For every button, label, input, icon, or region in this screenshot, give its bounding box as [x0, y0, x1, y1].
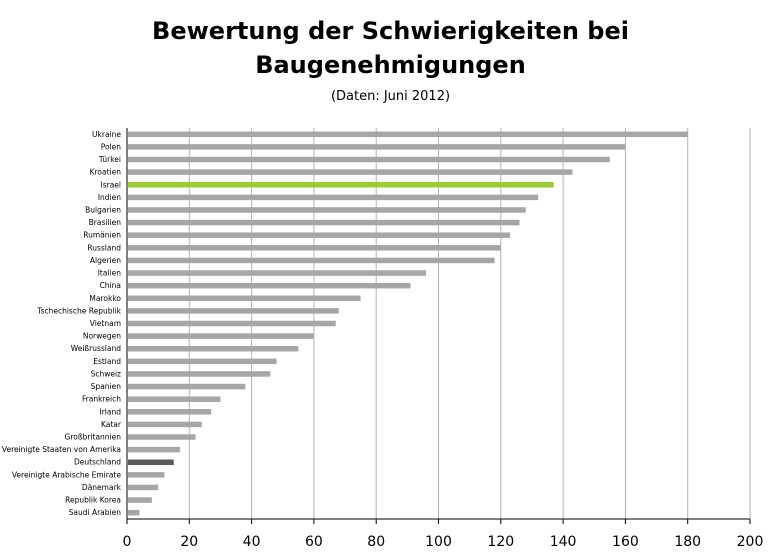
- bar: [128, 434, 196, 440]
- bar: [128, 421, 202, 428]
- bar: [128, 409, 212, 415]
- category-label: Vietnam: [90, 319, 121, 328]
- bar: [128, 169, 573, 175]
- category-label: Marokko: [89, 294, 121, 303]
- category-label: Irland: [100, 407, 122, 416]
- category-label: China: [100, 281, 121, 290]
- bar: [128, 383, 246, 390]
- bar: [128, 270, 427, 276]
- bar: [128, 345, 299, 352]
- bar: [128, 156, 610, 163]
- chart-subtitle: (Daten: Juni 2012): [330, 89, 451, 104]
- bar: [128, 219, 520, 226]
- bar: [128, 245, 501, 251]
- category-label: Dänemark: [82, 483, 122, 492]
- bar: [128, 371, 271, 377]
- chart-title-line-1: Bewertung der Schwierigkeiten bei: [152, 17, 629, 45]
- x-tick-label: 40: [243, 534, 261, 550]
- bar: [128, 257, 495, 264]
- x-tick-label: 200: [737, 534, 764, 550]
- category-label: Kroatien: [90, 168, 122, 177]
- category-label: Russland: [87, 243, 121, 252]
- category-label: Spanien: [91, 382, 122, 391]
- bar: [128, 333, 314, 339]
- bar: [128, 131, 688, 138]
- bar: [128, 207, 526, 213]
- bar: [128, 396, 221, 402]
- category-label: Rumänien: [83, 231, 121, 240]
- bar: [128, 320, 336, 327]
- bar: [128, 194, 539, 201]
- x-tick-label: 120: [487, 534, 514, 550]
- bar: [128, 497, 152, 503]
- bar: [128, 459, 174, 465]
- category-label: Ukraine: [92, 130, 121, 139]
- bar: [128, 295, 361, 302]
- bar: [128, 282, 411, 289]
- x-tick-label: 0: [123, 534, 132, 550]
- category-label: Vereinigte Staaten von Amerika: [2, 445, 121, 454]
- x-tick-label: 20: [180, 534, 198, 550]
- bar: [128, 509, 140, 516]
- bar: [128, 232, 511, 238]
- bar: [128, 144, 626, 150]
- bar: [128, 308, 339, 314]
- bar: [128, 182, 554, 188]
- category-label: Algerien: [90, 256, 121, 265]
- category-label: Türkei: [98, 155, 121, 164]
- bar: [128, 446, 180, 453]
- category-label: Saudi Arabien: [69, 508, 122, 517]
- category-label: Katar: [101, 420, 122, 429]
- bar: [128, 484, 159, 491]
- category-label: Bulgarien: [85, 205, 121, 214]
- category-label: Weißrussland: [71, 344, 121, 353]
- x-tick-label: 60: [305, 534, 323, 550]
- x-tick-label: 160: [612, 534, 639, 550]
- category-label: Brasilien: [89, 218, 122, 227]
- bar: [128, 472, 165, 478]
- category-label: Vereinigte Arabische Emirate: [12, 470, 122, 479]
- category-label: Indien: [98, 193, 121, 202]
- category-label: Israel: [101, 180, 122, 189]
- category-label: Estland: [93, 357, 121, 366]
- category-label: Republik Korea: [65, 496, 121, 505]
- x-tick-label: 100: [425, 534, 452, 550]
- category-label: Schweiz: [91, 369, 121, 378]
- category-label: Großbritannien: [65, 433, 122, 442]
- x-tick-label: 180: [674, 534, 701, 550]
- x-tick-label: 140: [550, 534, 577, 550]
- chart-title: Bewertung der Schwierigkeiten bei Baugen…: [0, 14, 781, 82]
- bar: [128, 358, 277, 365]
- category-label: Deutschland: [74, 458, 121, 467]
- category-label: Frankreich: [82, 395, 121, 404]
- chart-title-line-2: Baugenehmigungen: [255, 51, 526, 79]
- category-label: Tschechische Republik: [36, 306, 121, 315]
- x-axis: 0 20 40 60 80 100 120 140 160 180 200: [123, 128, 764, 550]
- category-label: Polen: [101, 142, 122, 151]
- bars: [128, 131, 688, 516]
- category-label: Italien: [98, 269, 122, 278]
- category-label: Norwegen: [83, 332, 121, 341]
- category-labels: Ukraine Polen Türkei Kroatien Israel Indien Bu…: [2, 130, 122, 517]
- x-tick-label: 80: [367, 534, 385, 550]
